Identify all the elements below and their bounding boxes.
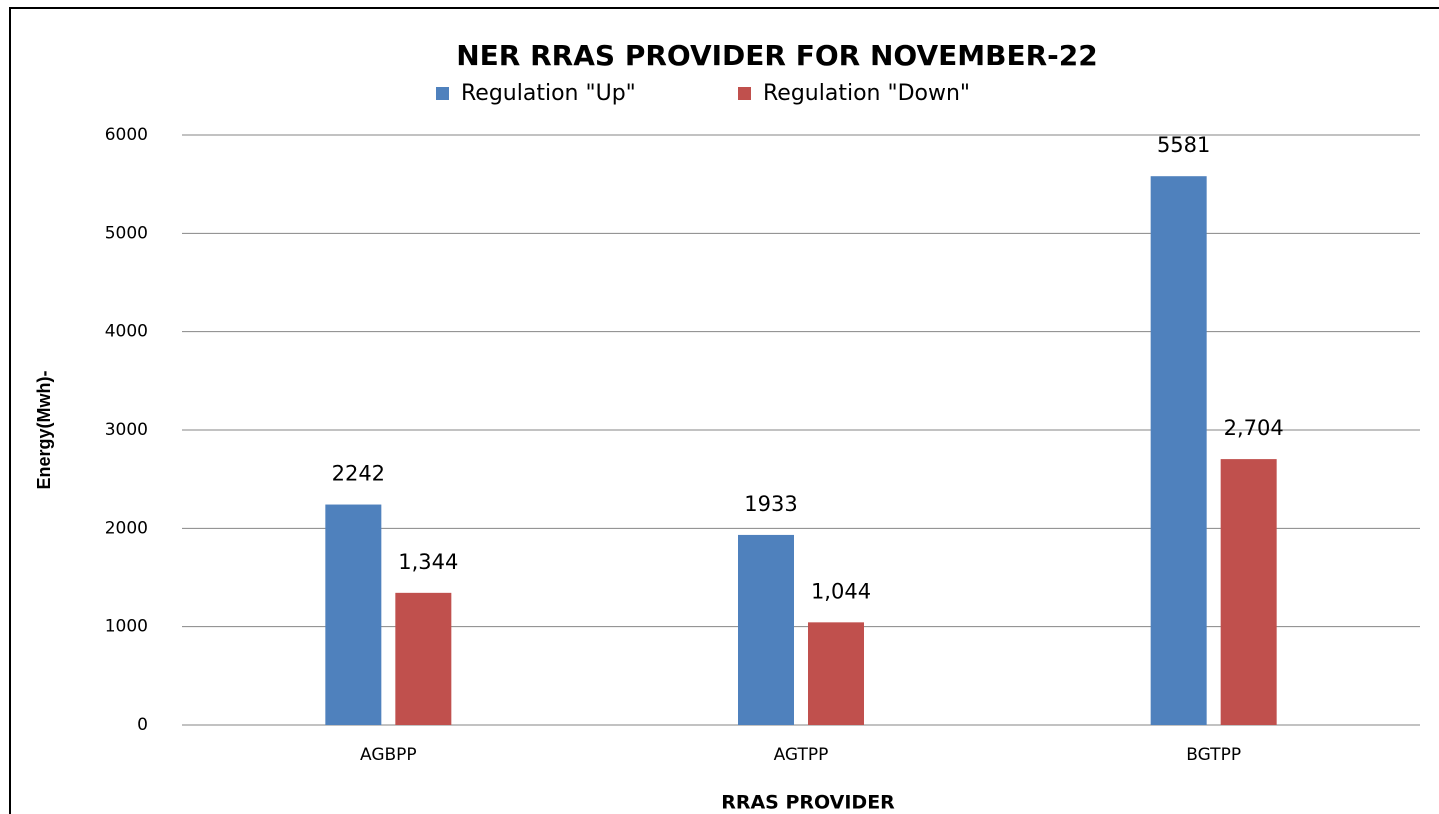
y-tick-label: 3000 [105, 420, 148, 440]
legend-swatch [436, 87, 449, 100]
y-tick-label: 5000 [105, 223, 148, 243]
data-label: 2,704 [1224, 416, 1284, 440]
y-tick-label: 0 [137, 715, 148, 735]
chart-title: NER RRAS PROVIDER FOR NOVEMBER-22 [456, 39, 1097, 72]
bar [1150, 176, 1207, 725]
legend-swatch [738, 87, 751, 100]
data-label: 5581 [1157, 133, 1210, 157]
data-label: 2242 [332, 462, 385, 486]
data-label: 1,044 [811, 579, 871, 603]
x-tick-label: BGTPP [1186, 745, 1241, 765]
legend-label: Regulation "Up" [461, 81, 636, 106]
legend-label: Regulation "Down" [763, 81, 970, 106]
chart-frame [9, 7, 1439, 814]
bar [738, 534, 794, 725]
y-tick-label: 4000 [105, 322, 148, 342]
y-axis-label: Energy(Mwh)- [34, 370, 54, 489]
bar [1220, 459, 1277, 725]
bar [395, 592, 452, 725]
data-label: 1,344 [398, 550, 458, 574]
data-label: 1933 [744, 492, 797, 516]
bar [325, 504, 382, 725]
x-tick-label: AGBPP [360, 745, 417, 765]
x-axis-label: RRAS PROVIDER [721, 792, 895, 814]
y-tick-label: 1000 [105, 617, 148, 637]
bar [808, 622, 864, 725]
y-tick-label: 6000 [105, 125, 148, 145]
x-tick-label: AGTPP [774, 745, 829, 765]
y-tick-label: 2000 [105, 518, 148, 538]
